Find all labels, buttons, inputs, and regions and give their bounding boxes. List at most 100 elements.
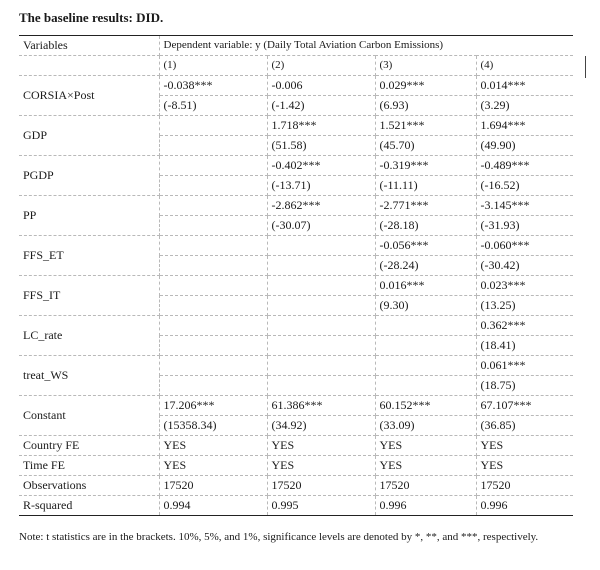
coefficient-cell: 67.107*** (476, 395, 574, 416)
coefficient-cell (375, 355, 477, 376)
table-note: Note: t statistics are in the brackets. … (19, 531, 539, 543)
t-stat-cell (159, 135, 268, 156)
t-stat-cell: (-13.71) (267, 175, 376, 196)
t-stat-cell (375, 335, 477, 356)
t-stat-cell: (18.75) (476, 375, 574, 396)
value-cell: 17520 (267, 475, 376, 496)
coefficient-cell: 0.029*** (375, 75, 477, 96)
table-row: PP -2.862*** -2.771*** -3.145*** (19, 195, 574, 236)
t-stat-cell: (36.85) (476, 415, 574, 436)
column-header: (2) (267, 55, 376, 76)
t-stat-cell: (13.25) (476, 295, 574, 316)
table-row: (-28.24) (-30.42) (19, 255, 574, 276)
variable-label: FFS_ET (19, 235, 160, 276)
table-row: (15358.34) (34.92) (33.09) (36.85) (19, 415, 574, 436)
table-row: FFS_IT 0.016*** 0.023*** (19, 275, 574, 316)
t-stat-cell: (9.30) (375, 295, 477, 316)
table-row: Constant 17.206*** 61.386*** 60.152*** 67.10… (19, 395, 574, 436)
coefficient-cell: -0.402*** (267, 155, 376, 176)
results-table: Variables Dependent variable: y (Daily T… (19, 35, 574, 516)
t-stat-cell: (-28.18) (375, 215, 477, 236)
t-stat-cell: (-16.52) (476, 175, 574, 196)
table-row: treat_WS 0.061*** (19, 355, 574, 396)
coefficient-cell (159, 195, 268, 216)
table-row: Observations 17520 17520 17520 17520 (19, 475, 574, 496)
empty-cell (19, 55, 160, 76)
value-cell: YES (375, 435, 477, 456)
coefficient-cell: 1.718*** (267, 115, 376, 136)
value-cell: YES (476, 455, 574, 476)
table-row: FFS_ET -0.056*** -0.060*** (19, 235, 574, 276)
table-row: (-8.51) (-1.42) (6.93) (3.29) (19, 95, 574, 116)
coefficient-cell: -2.862*** (267, 195, 376, 216)
coefficient-cell: -0.056*** (375, 235, 477, 256)
variable-label: Constant (19, 395, 160, 436)
coefficient-cell: -0.006 (267, 75, 376, 96)
header-row: Variables Dependent variable: y (Daily T… (19, 35, 574, 56)
value-cell: YES (159, 455, 268, 476)
coefficient-cell (267, 355, 376, 376)
table-title: The baseline results: DID. (19, 10, 164, 25)
t-stat-cell (159, 175, 268, 196)
value-cell: 0.995 (267, 495, 376, 516)
value-cell: YES (476, 435, 574, 456)
coefficient-cell: -0.489*** (476, 155, 574, 176)
t-stat-cell (159, 255, 268, 276)
t-stat-cell: (15358.34) (159, 415, 268, 436)
table-row: GDP 1.718*** 1.521*** 1.694*** (19, 115, 574, 156)
t-stat-cell (267, 255, 376, 276)
variable-label: treat_WS (19, 355, 160, 396)
value-cell: 0.994 (159, 495, 268, 516)
value-cell: YES (159, 435, 268, 456)
coefficient-cell (267, 275, 376, 296)
variable-label: PGDP (19, 155, 160, 196)
column-header: (3) (375, 55, 477, 76)
coefficient-cell (267, 315, 376, 336)
coefficient-cell (159, 115, 268, 136)
variable-label: LC_rate (19, 315, 160, 356)
coefficient-cell: -0.060*** (476, 235, 574, 256)
value-cell: 0.996 (476, 495, 574, 516)
table-row: (18.41) (19, 335, 574, 356)
table-row: (9.30) (13.25) (19, 295, 574, 316)
t-stat-cell: (-1.42) (267, 95, 376, 116)
coefficient-cell: 1.521*** (375, 115, 477, 136)
variable-label: Observations (19, 475, 160, 496)
coefficient-cell: 0.061*** (476, 355, 574, 376)
variable-label: PP (19, 195, 160, 236)
coefficient-cell: 60.152*** (375, 395, 477, 416)
dependent-variable-header: Dependent variable: y (Daily Total Aviat… (159, 35, 574, 56)
t-stat-cell (159, 375, 268, 396)
t-stat-cell: (-28.24) (375, 255, 477, 276)
table-row: R-squared 0.994 0.995 0.996 0.996 (19, 495, 574, 516)
value-cell: YES (267, 435, 376, 456)
coefficient-cell (159, 275, 268, 296)
value-cell: YES (375, 455, 477, 476)
value-cell: 17520 (159, 475, 268, 496)
table-row: PGDP -0.402*** -0.319*** -0.489*** (19, 155, 574, 196)
table-row: (-30.07) (-28.18) (-31.93) (19, 215, 574, 236)
coefficient-cell: 0.023*** (476, 275, 574, 296)
variable-label: CORSIA×Post (19, 75, 160, 116)
value-cell: 0.996 (375, 495, 477, 516)
t-stat-cell (267, 375, 376, 396)
variable-label: FFS_IT (19, 275, 160, 316)
t-stat-cell (159, 335, 268, 356)
t-stat-cell: (-31.93) (476, 215, 574, 236)
value-cell: YES (267, 455, 376, 476)
coefficient-cell (159, 155, 268, 176)
t-stat-cell: (49.90) (476, 135, 574, 156)
t-stat-cell: (18.41) (476, 335, 574, 356)
column-header: (1) (159, 55, 268, 76)
coefficient-cell (267, 235, 376, 256)
coefficient-cell: -2.771*** (375, 195, 477, 216)
coefficient-cell (159, 315, 268, 336)
table-row: (18.75) (19, 375, 574, 396)
variable-label: Time FE (19, 455, 160, 476)
coefficient-cell: -0.038*** (159, 75, 268, 96)
variable-label: GDP (19, 115, 160, 156)
coefficient-cell: -3.145*** (476, 195, 574, 216)
t-stat-cell: (45.70) (375, 135, 477, 156)
t-stat-cell (159, 215, 268, 236)
variables-header: Variables (19, 35, 160, 56)
